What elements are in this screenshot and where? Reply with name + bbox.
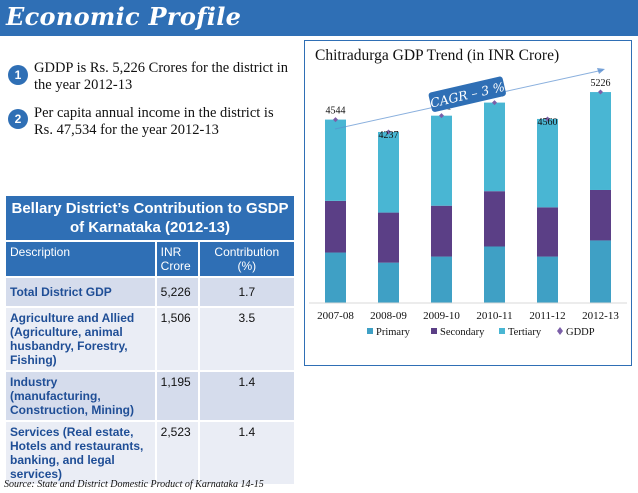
gddp-marker-2008-09 bbox=[386, 129, 391, 135]
bar-secondary-2009-10 bbox=[431, 205, 452, 257]
bullet-text-2: Per capita annual income in the district… bbox=[34, 105, 274, 138]
bar-primary-2010-11 bbox=[484, 246, 505, 303]
legend-label-tertiary: Tertiary bbox=[508, 327, 542, 338]
legend-label-primary: Primary bbox=[376, 327, 411, 338]
x-tick-2008-09: 2008-09 bbox=[370, 310, 407, 322]
bullet-number-1: 1 bbox=[8, 65, 28, 85]
bar-secondary-2011-12 bbox=[537, 207, 558, 257]
cagr-annotation: CAGR – 3 % bbox=[334, 68, 605, 130]
row-description: Agriculture and Allied (Agriculture, ani… bbox=[4, 306, 157, 372]
row-contribution: 1.4 bbox=[197, 370, 297, 422]
legend-swatch-secondary bbox=[431, 328, 437, 334]
bar-secondary-2007-08 bbox=[325, 200, 346, 253]
row-description: Industry (manufacturing, Construction, M… bbox=[4, 370, 157, 422]
chart-title: Chitradurga GDP Trend (in INR Crore) bbox=[315, 47, 559, 64]
gddp-marker-2007-08 bbox=[333, 117, 338, 123]
bar-primary-2008-09 bbox=[378, 262, 399, 303]
bar-tertiary-2007-08 bbox=[325, 119, 346, 201]
legend-swatch-gddp bbox=[557, 327, 563, 335]
row-inr: 5,226 bbox=[154, 276, 200, 308]
bar-primary-2009-10 bbox=[431, 256, 452, 303]
x-tick-2010-11: 2010-11 bbox=[476, 310, 512, 322]
legend-swatch-primary bbox=[367, 328, 373, 334]
bar-tertiary-2010-11 bbox=[484, 102, 505, 192]
header-inr: INR Crore bbox=[154, 240, 200, 278]
row-inr: 2,523 bbox=[154, 420, 200, 486]
row-contribution: 1.7 bbox=[197, 276, 297, 308]
x-tick-2007-08: 2007-08 bbox=[317, 310, 354, 322]
data-label-2007-08: 4544 bbox=[326, 106, 346, 117]
bar-tertiary-2009-10 bbox=[431, 115, 452, 206]
cagr-arrowhead bbox=[597, 68, 605, 74]
x-tick-2009-10: 2009-10 bbox=[423, 310, 460, 322]
table-row: Services (Real estate, Hotels and restau… bbox=[4, 420, 297, 486]
data-label-2012-13: 5226 bbox=[591, 78, 611, 89]
gddp-marker-2011-12 bbox=[545, 116, 550, 122]
title-banner: Economic Profile bbox=[0, 0, 638, 36]
legend-swatch-tertiary bbox=[499, 328, 505, 334]
row-description: Services (Real estate, Hotels and restau… bbox=[4, 420, 157, 486]
table-header-row: Description INR Crore Contribution (%) bbox=[4, 240, 297, 278]
bar-secondary-2008-09 bbox=[378, 212, 399, 263]
bullet-number-2: 2 bbox=[8, 109, 28, 129]
bar-tertiary-2011-12 bbox=[537, 118, 558, 208]
row-contribution: 1.4 bbox=[197, 420, 297, 486]
bar-secondary-2012-13 bbox=[590, 189, 611, 241]
bar-tertiary-2012-13 bbox=[590, 92, 611, 190]
table-row: Agriculture and Allied (Agriculture, ani… bbox=[4, 306, 297, 372]
bar-secondary-2010-11 bbox=[484, 191, 505, 247]
gddp-marker-2009-10 bbox=[439, 113, 444, 119]
gdp-trend-chart: Chitradurga GDP Trend (in INR Crore) 454… bbox=[304, 40, 632, 366]
table-row: Total District GDP 5,226 1.7 bbox=[4, 276, 297, 308]
bar-tertiary-2008-09 bbox=[378, 131, 399, 213]
row-inr: 1,195 bbox=[154, 370, 200, 422]
source-note: Source: State and District Domestic Prod… bbox=[4, 479, 264, 490]
table-title: Bellary District’s Contribution to GSDP … bbox=[4, 194, 296, 242]
page-title: Economic Profile bbox=[6, 2, 242, 31]
gddp-marker-2010-11 bbox=[492, 100, 497, 106]
gddp-marker-2012-13 bbox=[598, 89, 603, 95]
bar-primary-2007-08 bbox=[325, 252, 346, 303]
gsdp-contribution-table: Bellary District’s Contribution to GSDP … bbox=[4, 194, 297, 486]
x-tick-2012-13: 2012-13 bbox=[582, 310, 619, 322]
data-label-2008-09: 4237 bbox=[379, 130, 399, 141]
bar-primary-2012-13 bbox=[590, 240, 611, 303]
row-contribution: 3.5 bbox=[197, 306, 297, 372]
bar-primary-2011-12 bbox=[537, 256, 558, 303]
cagr-label-box bbox=[428, 76, 506, 112]
bullet-text-1: GDDP is Rs. 5,226 Crores for the distric… bbox=[34, 60, 289, 93]
row-inr: 1,506 bbox=[154, 306, 200, 372]
row-description: Total District GDP bbox=[4, 276, 157, 308]
x-tick-2011-12: 2011-12 bbox=[529, 310, 565, 322]
header-contribution: Contribution (%) bbox=[197, 240, 297, 278]
legend-label-secondary: Secondary bbox=[440, 327, 485, 338]
chart-svg: Chitradurga GDP Trend (in INR Crore) 454… bbox=[309, 47, 627, 338]
chart-legend: Primary Secondary Tertiary GDDP bbox=[367, 327, 595, 338]
header-description: Description bbox=[4, 240, 157, 278]
data-label-2011-12: 4560 bbox=[538, 117, 558, 128]
legend-label-gddp: GDDP bbox=[566, 327, 595, 338]
table-row: Industry (manufacturing, Construction, M… bbox=[4, 370, 297, 422]
